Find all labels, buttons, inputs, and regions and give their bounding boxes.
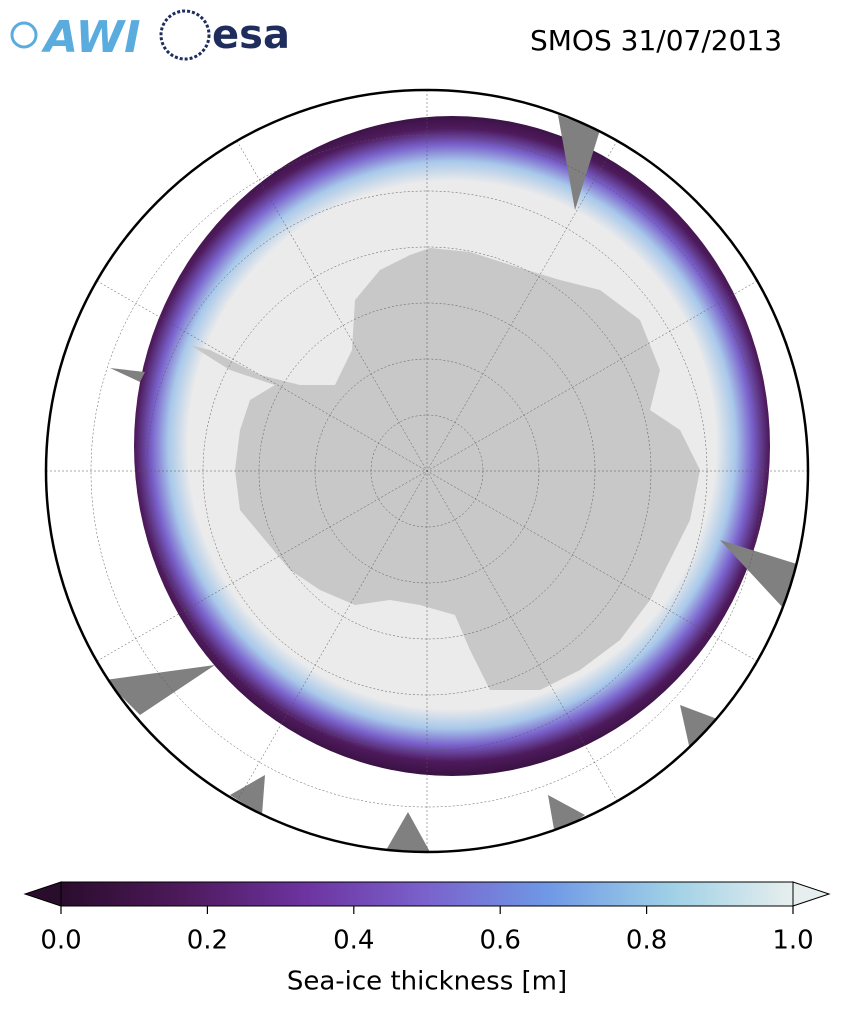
graticule	[46, 90, 808, 852]
esa-logo: esa	[159, 9, 290, 61]
colorbar-tick-label: 0.4	[333, 926, 374, 956]
logo-text: AWI	[41, 12, 141, 63]
colorbar-tick-label: 0.6	[480, 926, 521, 956]
map-title: SMOS 31/07/2013	[530, 24, 782, 57]
awi-logo: AWI	[10, 12, 141, 63]
colorbar-tick-label: 0.8	[626, 926, 667, 956]
colorbar-tick-label: 0.0	[40, 926, 81, 956]
colorbar-label: Sea-ice thickness [m]	[287, 967, 567, 997]
map-frame	[44, 88, 810, 854]
antarctica	[190, 248, 700, 690]
colorbar-tick-label: 0.2	[187, 926, 228, 956]
colorbar-body	[60, 881, 794, 907]
colorbar-extend-low	[23, 881, 62, 907]
colorbar: Sea-ice thickness [m] 0.0 0.2 0.4 0.6 0.8 1.0	[23, 881, 831, 997]
land	[105, 115, 800, 852]
logo-text: esa	[212, 12, 290, 58]
map	[46, 90, 808, 852]
colorbar-tick-label: 1.0	[772, 926, 813, 956]
colorbar-extend-high	[792, 881, 831, 907]
